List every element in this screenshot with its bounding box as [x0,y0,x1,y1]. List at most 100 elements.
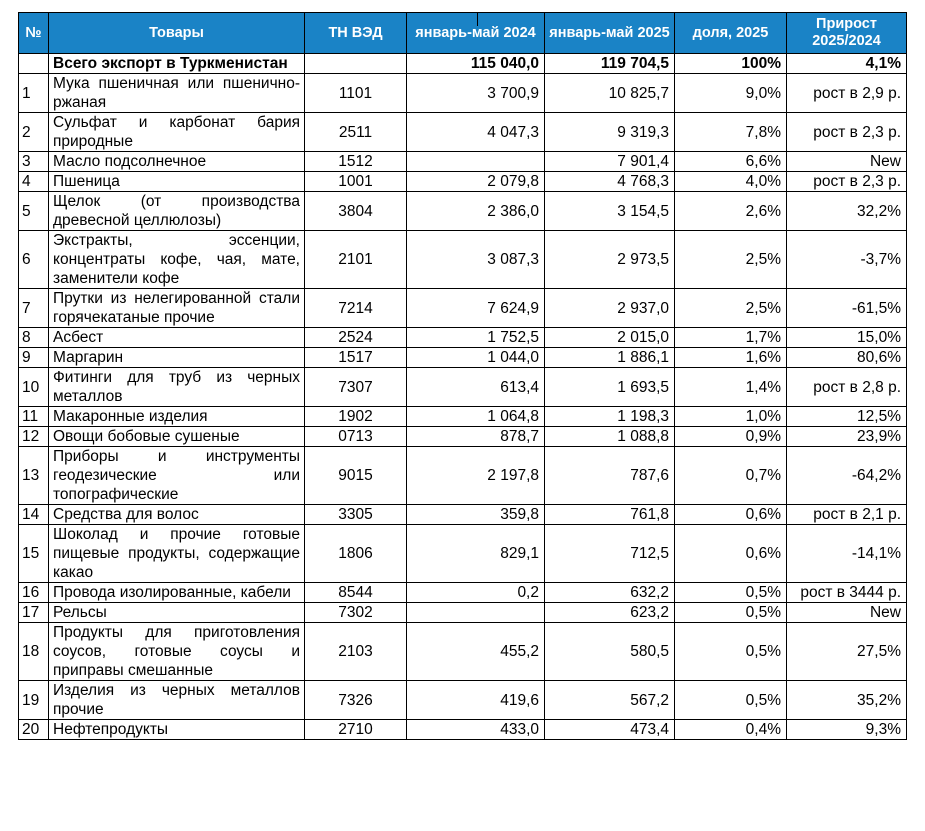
header-share: доля, 2025 [674,12,787,54]
row-2024: 878,7 [406,426,545,447]
row-growth: 23,9% [786,426,907,447]
table-row: 15 Шоколад и прочие готовые пищевые проду… [18,524,907,583]
row-2024: 3 087,3 [406,230,545,289]
row-name: Овощи бобовые сушеные [48,426,305,447]
table-row: 3 Масло подсолнечное 1512 7 901,4 6,6% New [18,151,907,172]
table-row: 8 Асбест 2524 1 752,5 2 015,0 1,7% 15,0% [18,327,907,348]
row-growth: 9,3% [786,719,907,740]
row-num: 10 [18,367,49,407]
row-share: 2,5% [674,288,787,328]
row-2024: 433,0 [406,719,545,740]
row-2024: 829,1 [406,524,545,583]
table-row: 6 Экстракты, эссенции, концентраты кофе, … [18,230,907,289]
row-share: 7,8% [674,112,787,152]
row-share: 1,4% [674,367,787,407]
row-num: 18 [18,622,49,681]
row-code: 1806 [304,524,407,583]
table-row: 18 Продукты для приготовления соусов, гот… [18,622,907,681]
table-row: 17 Рельсы 7302 623,2 0,5% New [18,602,907,623]
total-2025: 119 704,5 [544,53,675,74]
row-num: 20 [18,719,49,740]
row-2024: 2 386,0 [406,191,545,231]
row-code: 7302 [304,602,407,623]
total-name: Всего экспорт в Туркменистан [48,53,305,74]
row-num: 1 [18,73,49,113]
row-share: 1,0% [674,406,787,427]
table-row: 20 Нефтепродукты 2710 433,0 473,4 0,4% 9,3% [18,719,907,740]
row-2025: 10 825,7 [544,73,675,113]
row-growth: 12,5% [786,406,907,427]
table-row: 4 Пшеница 1001 2 079,8 4 768,3 4,0% рост в 2,3… [18,171,907,192]
table-row: 13 Приборы и инструменты геодезические ил… [18,446,907,505]
total-share: 100% [674,53,787,74]
total-code [304,53,407,74]
row-name: Экстракты, эссенции, концентраты кофе, ч… [48,230,305,289]
total-2024: 115 040,0 [406,53,545,74]
row-share: 2,6% [674,191,787,231]
row-name: Рельсы [48,602,305,623]
row-code: 2103 [304,622,407,681]
row-2024: 2 197,8 [406,446,545,505]
row-share: 9,0% [674,73,787,113]
row-num: 8 [18,327,49,348]
row-num: 5 [18,191,49,231]
header-code: ТН ВЭД [304,12,407,54]
row-num: 19 [18,680,49,720]
total-num [18,53,49,74]
row-2025: 787,6 [544,446,675,505]
total-row: Всего экспорт в Туркменистан 115 040,0 1… [18,53,907,74]
row-growth: 27,5% [786,622,907,681]
row-code: 1517 [304,347,407,368]
row-num: 16 [18,582,49,603]
row-share: 1,6% [674,347,787,368]
row-name: Щелок (от производства древесной целлюло… [48,191,305,231]
row-num: 15 [18,524,49,583]
row-growth: рост в 2,8 р. [786,367,907,407]
header-2025: январь-май 2025 [544,12,675,54]
table-row: 19 Изделия из черных металлов прочие 7326 4… [18,680,907,720]
table-row: 14 Средства для волос 3305 359,8 761,8 0,6% ро… [18,504,907,525]
row-2024: 1 752,5 [406,327,545,348]
row-share: 0,9% [674,426,787,447]
row-2025: 1 088,8 [544,426,675,447]
row-growth: -61,5% [786,288,907,328]
row-growth: New [786,151,907,172]
row-name: Макаронные изделия [48,406,305,427]
row-num: 3 [18,151,49,172]
row-2025: 3 154,5 [544,191,675,231]
row-growth: рост в 2,9 р. [786,73,907,113]
row-share: 0,6% [674,524,787,583]
row-2025: 623,2 [544,602,675,623]
row-growth: рост в 2,3 р. [786,171,907,192]
row-growth: -3,7% [786,230,907,289]
row-growth: -64,2% [786,446,907,505]
table-row: 2 Сульфат и карбонат бария природные 2511 4… [18,112,907,152]
header-goods: Товары [48,12,305,54]
row-2024: 0,2 [406,582,545,603]
row-2025: 761,8 [544,504,675,525]
row-2024: 7 624,9 [406,288,545,328]
row-2025: 580,5 [544,622,675,681]
row-2024: 419,6 [406,680,545,720]
header-growth: Прирост 2025/2024 [786,12,907,54]
row-name: Пшеница [48,171,305,192]
row-growth: рост в 2,3 р. [786,112,907,152]
row-share: 0,5% [674,582,787,603]
row-2025: 1 693,5 [544,367,675,407]
row-name: Изделия из черных металлов прочие [48,680,305,720]
row-code: 1001 [304,171,407,192]
row-code: 0713 [304,426,407,447]
table-row: 11 Макаронные изделия 1902 1 064,8 1 198,3 1,… [18,406,907,427]
row-2024: 359,8 [406,504,545,525]
row-code: 7307 [304,367,407,407]
row-num: 14 [18,504,49,525]
row-name: Фитинги для труб из черных металлов [48,367,305,407]
row-share: 0,7% [674,446,787,505]
table-row: 1 Мука пшеничная или пшенично-ржаная 1101 3… [18,73,907,113]
row-num: 11 [18,406,49,427]
table-row: 12 Овощи бобовые сушеные 0713 878,7 1 088,8 0… [18,426,907,447]
row-share: 2,5% [674,230,787,289]
row-code: 3305 [304,504,407,525]
row-growth: 35,2% [786,680,907,720]
row-share: 4,0% [674,171,787,192]
